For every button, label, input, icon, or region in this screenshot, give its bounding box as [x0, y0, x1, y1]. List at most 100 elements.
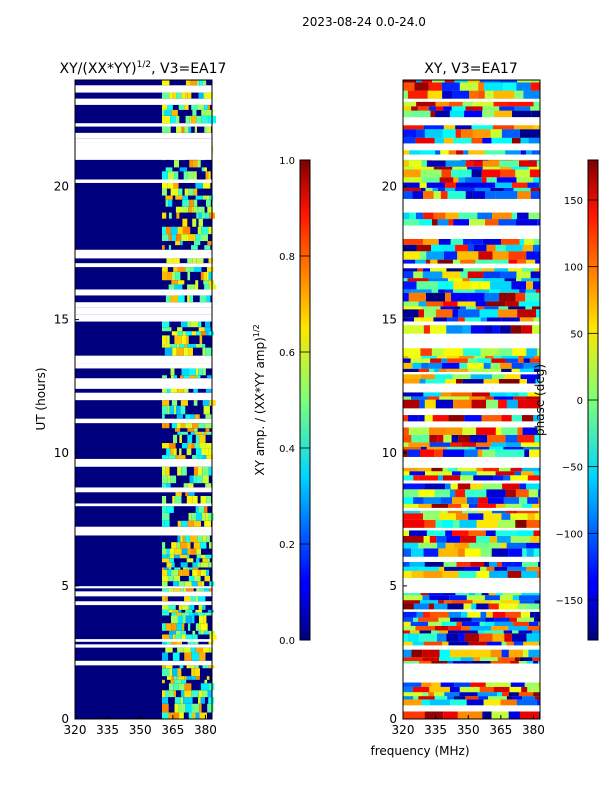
phase-cell [530, 82, 540, 91]
phase-cell [491, 548, 509, 557]
phase-cell [403, 467, 417, 472]
phase-cell [535, 259, 540, 264]
amp-cell [208, 697, 214, 704]
amp-cell [185, 615, 192, 624]
phase-cell [469, 542, 489, 549]
phase-cell [488, 696, 493, 700]
phase-cell [453, 289, 475, 293]
phase-cell [470, 281, 491, 290]
phase-cell [499, 80, 518, 83]
phase-gap [403, 154, 540, 160]
phase-cell [538, 497, 540, 504]
phase-cell [499, 166, 512, 170]
phase-cell [477, 358, 492, 363]
phase-cell [479, 309, 498, 318]
amp-colorbar-gradient [299, 159, 311, 641]
phase-cell [519, 317, 534, 322]
amp-cell [161, 542, 166, 549]
phase-cell [497, 309, 518, 318]
phase-cell [403, 244, 417, 252]
phase-cell [503, 446, 524, 450]
amp-cell [164, 347, 173, 356]
amp-cell [161, 558, 170, 563]
phase-cell [438, 630, 449, 634]
amp-cell [201, 512, 206, 521]
amp-cell [176, 612, 182, 616]
amp-cell [164, 109, 172, 116]
phase-x-tick-label: 320 [392, 723, 415, 737]
figure-title: 2023-08-24 0.0-24.0 [302, 15, 426, 29]
amp-cell [170, 679, 175, 684]
phase-cell [477, 449, 483, 457]
phase-cell [468, 530, 486, 536]
phase-cell [460, 259, 476, 264]
phase-cell [430, 325, 447, 334]
phase-cell [519, 483, 527, 490]
amp-cell [187, 428, 195, 432]
phase-cell [414, 317, 422, 322]
amp-cell [198, 321, 202, 328]
phase-cell [422, 657, 439, 662]
amp-cell [178, 703, 186, 713]
phase-cell [429, 106, 436, 111]
amp-cell [182, 199, 190, 207]
amp-colorbar-tick-label: 0.6 [279, 348, 295, 359]
amp-cell [185, 634, 193, 640]
amp-cell [173, 267, 178, 272]
amp-cell [161, 506, 167, 513]
phase-cell [530, 271, 540, 279]
amp-cell [187, 284, 195, 290]
amp-cell [208, 448, 212, 456]
phase-cell [403, 110, 413, 118]
amp-cell [161, 520, 165, 527]
amp-cell [189, 160, 193, 168]
phase-cell [440, 682, 455, 687]
phase-cell [484, 325, 493, 334]
amp-cell [200, 234, 208, 242]
phase-cell [516, 177, 534, 183]
amp-cell [208, 512, 214, 521]
phase-cell [510, 682, 525, 687]
phase-cell [403, 603, 414, 610]
phase-gap [403, 456, 540, 461]
phase-cell [527, 686, 540, 693]
amp-cell [168, 284, 175, 290]
amp-cell [161, 80, 170, 86]
phase-cell [439, 177, 454, 183]
amp-cell [180, 690, 185, 698]
phase-gap [403, 206, 540, 213]
amp-cell [161, 495, 167, 504]
phase-cell [498, 306, 509, 310]
amp-cell [185, 267, 191, 272]
amp-cell [179, 554, 188, 559]
amp-cell [196, 455, 203, 459]
phase-cell [524, 682, 539, 687]
amp-cell [204, 327, 211, 332]
phase-cell [534, 268, 540, 272]
phase-cell [528, 649, 540, 658]
amp-cell [182, 195, 189, 200]
amp-cell [187, 639, 195, 645]
amp-cell [187, 443, 192, 449]
amp-cell [193, 241, 201, 246]
amp-cell [171, 623, 177, 631]
phase-cell [533, 244, 540, 252]
phase-cell [491, 137, 512, 144]
amp-cell [185, 115, 190, 124]
phase-cell [526, 542, 540, 549]
phase-cell [484, 292, 500, 302]
amp-cell [198, 218, 203, 227]
amp-cell [161, 690, 166, 698]
phase-cell [484, 82, 504, 91]
amp-cell [177, 535, 181, 543]
phase-cell [451, 396, 470, 400]
amp-cell [194, 428, 198, 432]
phase-cell [467, 80, 480, 83]
amp-cell [179, 434, 182, 444]
phase-cell [534, 600, 540, 604]
amp-cell [161, 104, 168, 110]
phase-cell [494, 110, 513, 118]
amp-cell [161, 475, 168, 484]
phase-cell [524, 449, 530, 457]
